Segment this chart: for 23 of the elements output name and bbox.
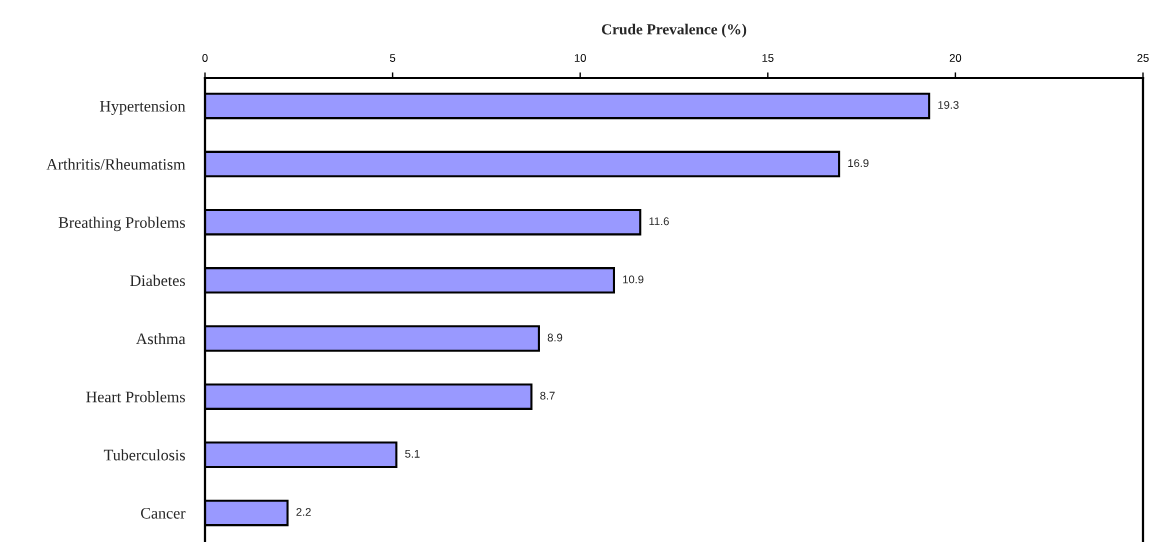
x-tick-label: 5 xyxy=(389,54,396,62)
x-tick-label: 25 xyxy=(1137,54,1149,62)
x-axis-title: Crude Prevalence (%) xyxy=(601,23,747,38)
data-label: 8.7 xyxy=(540,391,555,400)
y-tick-label: Heart Problems xyxy=(86,391,185,403)
y-tick-label: Breathing Problems xyxy=(58,216,185,232)
data-label: 5.1 xyxy=(405,450,420,458)
data-label: 2.2 xyxy=(296,508,311,516)
x-tick-label: 0 xyxy=(202,54,208,62)
data-label: 8.9 xyxy=(547,333,563,342)
x-tick-label: 20 xyxy=(949,54,962,62)
y-tick-label: Tuberculosis xyxy=(103,449,185,461)
data-label: 19.3 xyxy=(938,101,959,109)
y-tick-label: Diabetes xyxy=(130,274,185,287)
y-tick-label: Hypertension xyxy=(99,100,186,115)
y-tick-label: Arthritis/Rheumatism xyxy=(46,158,186,170)
data-label: 16.9 xyxy=(848,159,869,168)
x-tick-label: 15 xyxy=(762,54,774,62)
x-tick-label: 10 xyxy=(574,54,586,62)
y-tick-label: Asthma xyxy=(136,332,186,345)
data-label: 10.9 xyxy=(623,275,644,284)
y-tick-label: Cancer xyxy=(140,507,186,519)
data-label: 11.6 xyxy=(649,217,669,226)
